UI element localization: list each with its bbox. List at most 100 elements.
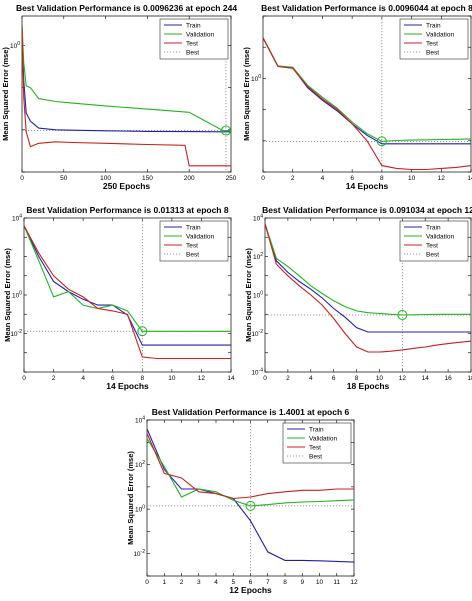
x-tick-label: 14: [422, 375, 430, 382]
x-tick-label: 6: [332, 375, 336, 382]
legend-box: [399, 18, 469, 60]
y-tick-label: 100: [12, 291, 22, 300]
chart-panel-2: Best Validation Performance is 0.0096044…: [242, 3, 472, 191]
x-tick-label: 2: [52, 375, 56, 382]
legend-label-validation: Validation: [309, 435, 337, 442]
x-tick-label: 11: [333, 579, 340, 586]
legend-label-test: Test: [309, 444, 321, 451]
legend: Train Validation Test Best: [159, 18, 229, 60]
y-tick-label: 100: [10, 41, 20, 50]
chart-title: Best Validation Performance is 0.0096236…: [16, 3, 237, 13]
x-axis-label: 14 Epochs: [106, 381, 149, 391]
legend-label-best: Best: [186, 251, 199, 258]
series-line-validation: [263, 37, 471, 142]
x-tick-label: 7: [266, 579, 270, 586]
legend-box: [159, 18, 229, 60]
legend-label-test: Test: [186, 40, 198, 47]
best-marker: [376, 136, 387, 147]
x-tick-label: 12: [350, 579, 358, 586]
y-tick-label: 104: [12, 214, 22, 223]
y-axis-label: Mean Squared Error (mse): [3, 248, 12, 342]
chart-panel-1: Best Validation Performance is 0.0096236…: [1, 3, 237, 191]
legend-label-validation: Validation: [426, 31, 454, 38]
x-tick-label: 10: [376, 375, 384, 382]
y-tick-label: 10-4: [251, 368, 263, 377]
series-line-train: [147, 428, 354, 563]
x-tick-label: 4: [321, 175, 325, 182]
chart-title: Best Validation Performance is 0.01313 a…: [26, 205, 228, 215]
series-line-validation: [24, 225, 231, 332]
chart-title: Best Validation Performance is 0.091034 …: [262, 205, 472, 215]
series-line-validation: [147, 438, 354, 507]
series-line-test: [147, 433, 354, 500]
chart-title: Best Validation Performance is 0.0096044…: [261, 3, 472, 13]
series-line-test: [22, 25, 231, 167]
x-tick-label: 4: [309, 375, 313, 382]
best-marker: [220, 125, 231, 136]
y-tick-label: 10-2: [251, 329, 263, 338]
legend: Train Validation Test Best: [159, 220, 229, 262]
x-tick-label: 6: [350, 175, 354, 182]
x-tick-label: 150: [142, 175, 153, 182]
best-marker: [245, 500, 256, 511]
x-tick-label: 1: [162, 579, 166, 586]
x-tick-label: 10: [316, 579, 324, 586]
y-axis-label: Mean Squared Error (mse): [126, 451, 135, 545]
y-tick-label: 10-2: [10, 329, 22, 338]
series-line-test: [24, 225, 231, 360]
legend-label-train: Train: [426, 224, 441, 231]
x-tick-label: 6: [249, 579, 253, 586]
chart-title: Best Validation Performance is 1.4001 at…: [152, 407, 350, 417]
x-tick-label: 0: [261, 175, 265, 182]
legend-box: [399, 220, 469, 262]
legend-label-train: Train: [309, 426, 324, 433]
series-line-validation: [265, 223, 471, 316]
legend-label-best: Best: [426, 49, 439, 56]
x-tick-label: 0: [145, 579, 149, 586]
x-axis-label: 18 Epochs: [347, 381, 390, 391]
x-tick-label: 6: [111, 375, 115, 382]
x-tick-label: 0: [263, 375, 267, 382]
x-tick-label: 0: [22, 375, 26, 382]
y-tick-label: 10-2: [133, 549, 145, 558]
series-line-test: [265, 223, 471, 353]
y-axis-label: Mean Squared Error (mse): [242, 47, 251, 141]
series-line-test: [263, 37, 471, 171]
x-axis-label: 12 Epochs: [229, 585, 272, 595]
x-tick-label: 9: [300, 579, 304, 586]
x-tick-label: 14: [467, 175, 472, 182]
x-axis-label: 250 Epochs: [103, 181, 151, 191]
x-tick-label: 3: [197, 579, 201, 586]
x-tick-label: 8: [380, 175, 384, 182]
y-tick-label: 100: [135, 505, 145, 514]
chart-panel-3: Best Validation Performance is 0.01313 a…: [3, 205, 235, 391]
legend-label-best: Best: [309, 453, 322, 460]
legend-label-train: Train: [186, 224, 201, 231]
x-tick-label: 10: [168, 375, 176, 382]
x-tick-label: 2: [180, 579, 184, 586]
x-tick-label: 12: [399, 375, 407, 382]
chart-panel-4: Best Validation Performance is 0.091034 …: [244, 205, 472, 391]
x-tick-label: 8: [140, 375, 144, 382]
x-tick-label: 250: [226, 175, 237, 182]
y-tick-label: 104: [135, 416, 145, 425]
chart-panel-5: Best Validation Performance is 1.4001 at…: [126, 407, 358, 595]
x-tick-label: 8: [283, 579, 287, 586]
legend-label-train: Train: [186, 22, 201, 29]
best-marker: [137, 326, 148, 337]
x-tick-label: 12: [198, 375, 206, 382]
x-tick-label: 16: [444, 375, 452, 382]
x-tick-label: 14: [227, 375, 235, 382]
series-line-validation: [22, 25, 231, 132]
x-tick-label: 4: [214, 579, 218, 586]
legend-label-validation: Validation: [186, 31, 214, 38]
x-tick-label: 2: [291, 175, 295, 182]
legend-label-train: Train: [426, 22, 441, 29]
y-tick-label: 102: [253, 252, 263, 261]
x-tick-label: 200: [184, 175, 195, 182]
legend-label-best: Best: [426, 251, 439, 258]
legend: Train Validation Test Best: [399, 18, 469, 60]
x-tick-label: 50: [60, 175, 68, 182]
legend-label-test: Test: [186, 242, 198, 249]
